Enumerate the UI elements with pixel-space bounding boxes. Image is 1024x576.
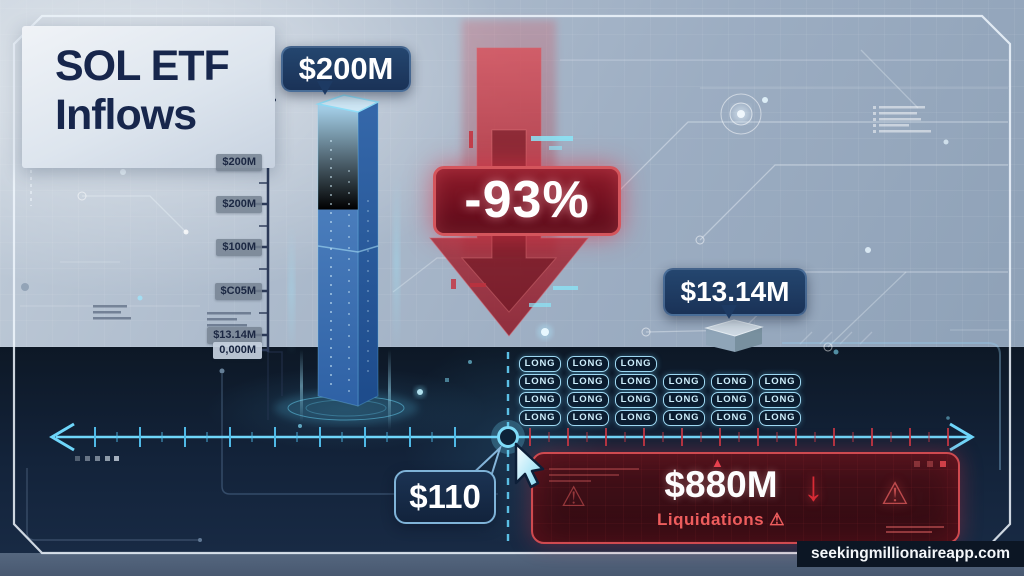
percent-drop-badge: -93%	[433, 166, 621, 236]
peak-value-callout: $200M	[281, 46, 411, 95]
long-badge: LONG	[759, 410, 801, 426]
liquidations-caption-text: Liquidations	[656, 510, 765, 529]
page-title: SOL ETF Inflows	[55, 42, 230, 140]
y-axis-label: $13.14M	[207, 327, 262, 344]
warning-icon-right: ⚠	[881, 476, 909, 511]
title-line-1: SOL ETF	[55, 42, 230, 90]
warning-icon-left: ⚠	[561, 481, 587, 512]
price-callout: $110	[394, 470, 496, 524]
long-badge: LONG	[615, 356, 657, 372]
long-badge: LONG	[759, 374, 801, 390]
long-badge: LONG	[759, 392, 801, 408]
long-badge: LONG	[711, 374, 753, 390]
long-row: LONG LONG LONG LONG LONG LONG	[519, 374, 801, 390]
title-panel: SOL ETF Inflows	[22, 26, 275, 168]
long-badge: LONG	[567, 410, 609, 426]
liquidations-panel: ▲ $880M ↓ Liquidations ⚠ ⚠ ⚠	[531, 452, 960, 544]
panel-microtext	[886, 523, 944, 533]
y-axis-label: $200M	[216, 154, 262, 171]
panel-window-dots	[914, 461, 946, 467]
long-badge: LONG	[519, 392, 561, 408]
up-triangle-icon: ▲	[711, 455, 724, 470]
liquidations-amount: $880M	[664, 464, 778, 505]
long-badge: LONG	[519, 374, 561, 390]
long-badge: LONG	[567, 356, 609, 372]
long-badge: LONG	[567, 392, 609, 408]
long-badge: LONG	[615, 410, 657, 426]
long-badge: LONG	[615, 374, 657, 390]
down-arrow-icon: ↓	[803, 462, 824, 509]
long-badge: LONG	[519, 356, 561, 372]
panel-streak-lines	[549, 464, 639, 482]
title-line-2: Inflows	[55, 91, 197, 139]
y-axis-label: $200M	[216, 196, 262, 213]
long-badge: LONG	[519, 410, 561, 426]
long-positions-grid: LONG LONG LONG LONG LONG LONG LONG LONG …	[519, 356, 801, 428]
y-axis-label: $100M	[216, 239, 262, 256]
current-value-callout: $13.14M	[663, 268, 807, 319]
liquidations-caption: Liquidations ⚠	[621, 510, 821, 530]
long-row: LONG LONG LONG LONG LONG LONG	[519, 410, 801, 426]
long-badge: LONG	[615, 392, 657, 408]
y-axis-label-zero: 0,000M	[213, 342, 262, 359]
warning-icon-inline: ⚠	[769, 510, 786, 529]
long-badge: LONG	[711, 392, 753, 408]
long-badge: LONG	[663, 392, 705, 408]
long-badge: LONG	[663, 374, 705, 390]
long-badge: LONG	[567, 374, 609, 390]
long-row: LONG LONG LONG LONG LONG LONG	[519, 392, 801, 408]
footer-strip	[0, 553, 1024, 576]
long-badge: LONG	[711, 410, 753, 426]
long-badge: LONG	[663, 410, 705, 426]
y-axis-label: $C05M	[214, 283, 262, 300]
watermark: seekingmillionaireapp.com	[797, 541, 1024, 567]
long-row: LONG LONG LONG	[519, 356, 801, 372]
